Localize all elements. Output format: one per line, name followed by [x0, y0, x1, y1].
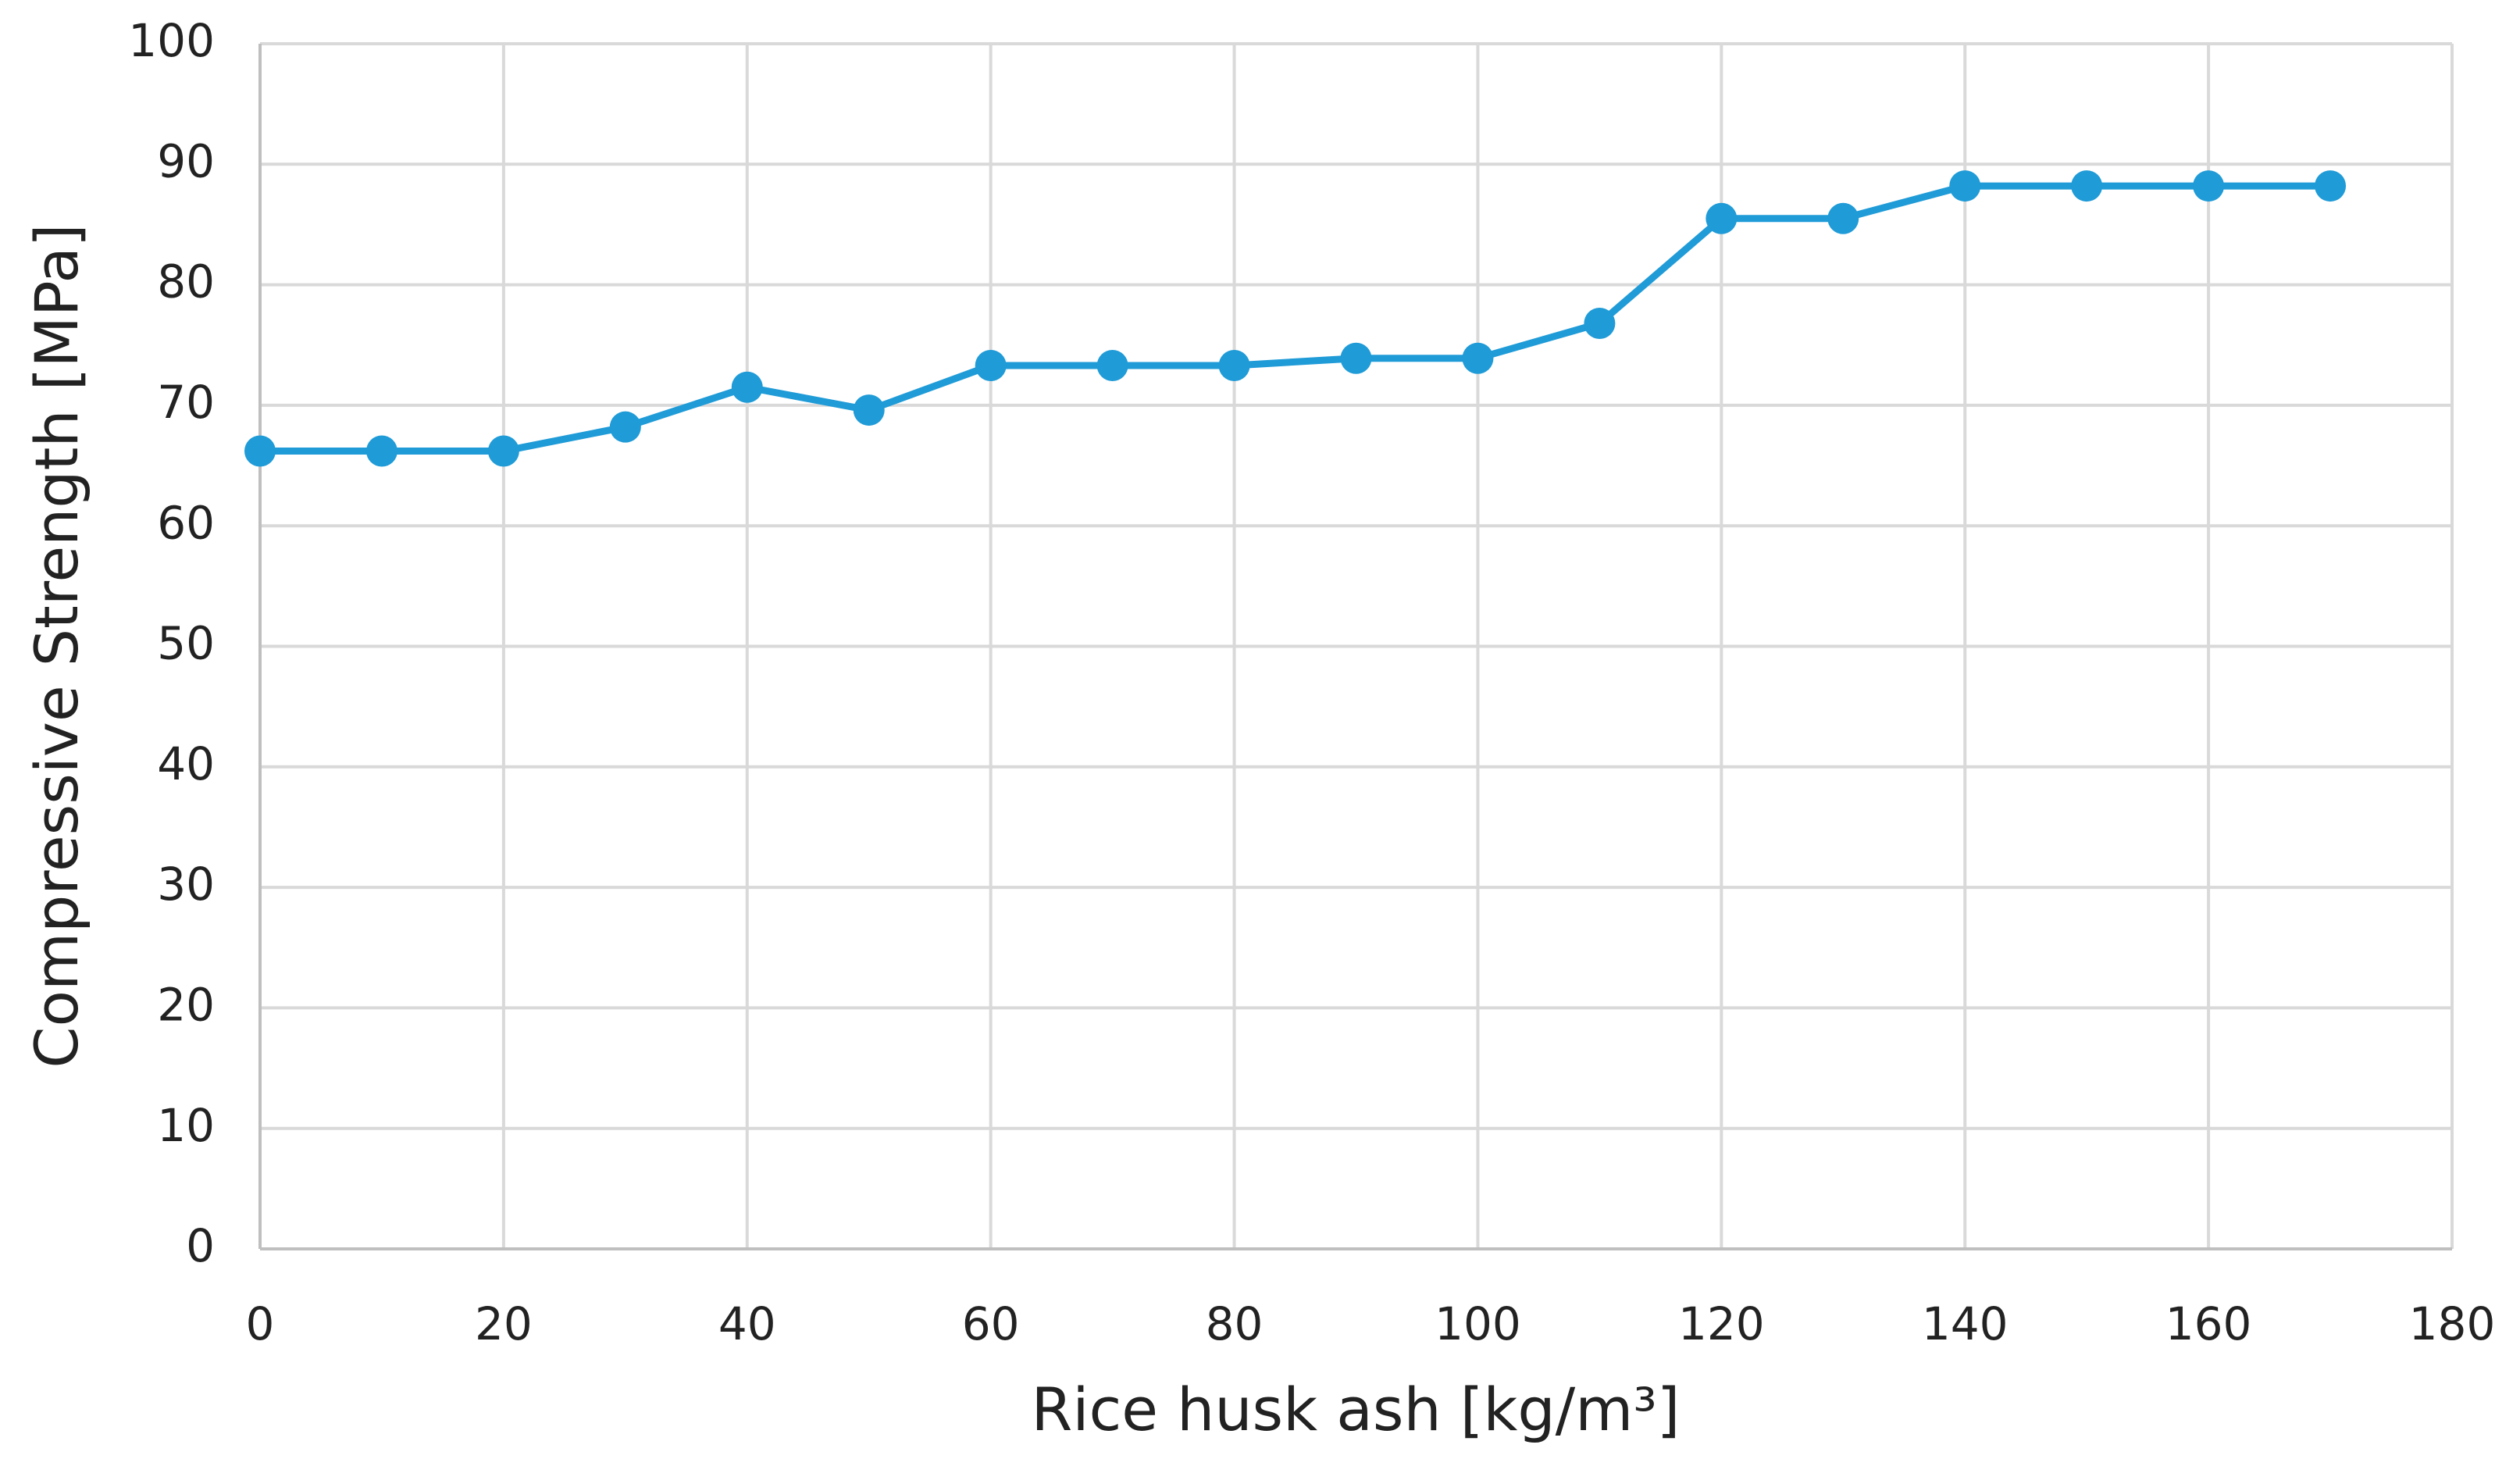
y-tick-label: 90 — [157, 134, 215, 187]
y-tick-label: 30 — [157, 858, 215, 911]
data-point — [1462, 342, 1494, 374]
data-point — [1096, 349, 1128, 381]
data-point — [487, 435, 519, 467]
x-tick-label: 20 — [475, 1297, 533, 1350]
y-tick-label: 0 — [186, 1219, 215, 1272]
data-point — [365, 435, 397, 467]
data-point — [2071, 170, 2103, 202]
x-tick-label: 180 — [2409, 1297, 2496, 1350]
data-point — [1949, 170, 1981, 202]
data-point — [1706, 202, 1738, 234]
x-tick-label: 60 — [962, 1297, 1020, 1350]
x-tick-label: 140 — [1922, 1297, 2009, 1350]
y-tick-label: 20 — [157, 979, 215, 1032]
data-point — [1584, 307, 1616, 339]
series-line — [260, 182, 2331, 455]
y-tick-label: 60 — [157, 496, 215, 549]
x-tick-label: 160 — [2165, 1297, 2252, 1350]
data-point — [2315, 170, 2347, 202]
data-point — [853, 394, 885, 426]
y-tick-label: 100 — [128, 14, 215, 67]
data-point — [1218, 349, 1250, 381]
data-point — [244, 435, 276, 467]
data-point — [2193, 170, 2225, 202]
x-tick-label: 0 — [246, 1297, 275, 1350]
data-point — [1340, 342, 1372, 374]
y-axis-title: Compressive Strength [MPa] — [22, 223, 91, 1068]
y-tick-label: 40 — [157, 737, 215, 790]
x-axis-title: Rice husk ash [kg/m³] — [1032, 1375, 1681, 1444]
x-tick-label: 40 — [718, 1297, 776, 1350]
y-tick-label: 80 — [157, 255, 215, 309]
y-tick-label: 70 — [157, 376, 215, 429]
data-point — [975, 349, 1007, 381]
x-tick-label: 100 — [1435, 1297, 1521, 1350]
x-tick-label: 120 — [1678, 1297, 1765, 1350]
y-tick-label: 10 — [157, 1099, 215, 1152]
x-tick-label: 80 — [1206, 1297, 1264, 1350]
data-point — [609, 411, 641, 443]
y-tick-label: 50 — [157, 617, 215, 670]
data-point — [1827, 202, 1859, 234]
data-point — [731, 371, 763, 403]
